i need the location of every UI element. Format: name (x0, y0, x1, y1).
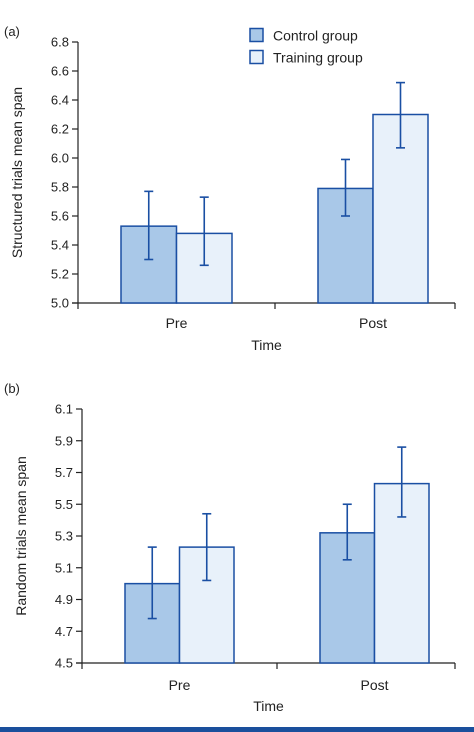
y-tick-label: 5.4 (51, 238, 69, 253)
x-tick-label: Post (360, 677, 388, 693)
y-tick-label: 6.1 (55, 402, 73, 417)
y-tick-label: 5.3 (55, 529, 73, 544)
y-tick-label: 5.8 (51, 180, 69, 195)
y-tick-label: 4.5 (55, 656, 73, 671)
x-tick-label: Pre (169, 677, 191, 693)
y-tick-label: 5.2 (51, 267, 69, 282)
x-axis-label: Time (253, 698, 284, 714)
y-tick-label: 5.5 (55, 497, 73, 512)
panel-label: (a) (4, 24, 20, 39)
y-tick-label: 5.0 (51, 296, 69, 311)
x-tick-label: Pre (166, 315, 188, 331)
y-axis-label: Structured trials mean span (9, 87, 25, 258)
y-tick-label: 5.9 (55, 433, 73, 448)
y-tick-label: 6.4 (51, 93, 69, 108)
y-tick-label: 5.7 (55, 465, 73, 480)
legend-swatch-control (249, 27, 264, 43)
y-tick-label: 6.0 (51, 151, 69, 166)
y-tick-label: 6.8 (51, 35, 69, 50)
legend-swatch-training (249, 49, 264, 65)
legend-label: Training group (273, 50, 363, 66)
x-axis-label: Time (251, 337, 282, 353)
y-tick-label: 6.6 (51, 64, 69, 79)
y-tick-label: 4.7 (55, 624, 73, 639)
legend-label: Control group (273, 28, 358, 44)
y-tick-label: 5.6 (51, 209, 69, 224)
panel-label: (b) (4, 381, 20, 396)
bottom-rule (0, 727, 474, 732)
y-axis-label: Random trials mean span (13, 456, 29, 616)
y-tick-label: 5.1 (55, 560, 73, 575)
x-tick-label: Post (359, 315, 387, 331)
y-tick-label: 4.9 (55, 592, 73, 607)
y-tick-label: 6.2 (51, 122, 69, 137)
